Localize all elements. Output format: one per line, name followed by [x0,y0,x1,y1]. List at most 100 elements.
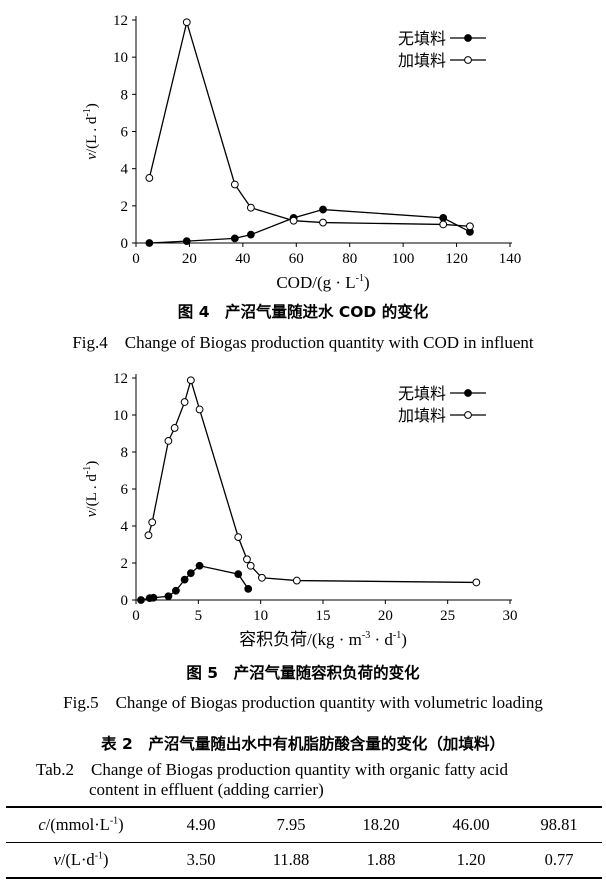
x-tick-label: 140 [499,251,522,267]
table-cell: 1.20 [426,842,516,879]
x-tick-label: 40 [235,251,250,267]
table-cell: 3.50 [156,842,246,879]
data-point [195,405,204,414]
row-header: c/(mmol·L-1) [6,806,156,843]
x-axis-label: 容积负荷/(kg · m-3 · d-1) [239,630,407,649]
row-header: v/(L·d-1) [6,842,156,879]
y-tick-label: 4 [121,519,129,535]
data-point [180,575,189,584]
data-point [289,216,298,225]
y-tick-label: 6 [121,125,129,141]
data-point [319,218,327,227]
legend-marker [464,56,472,64]
data-point [149,593,158,602]
series-line-no-carrier [140,565,249,601]
data-point [246,230,255,239]
data-table: c/(mmol·L-1) 4.90 7.95 18.20 46.00 98.81… [6,806,602,879]
data-point [182,18,191,27]
x-tick-label: 30 [503,608,518,624]
x-tick-label: 20 [182,251,197,267]
x-axis-label: COD/(g · L-1) [276,273,369,292]
data-point [230,234,239,243]
data-point [195,561,204,570]
data-point [472,578,481,587]
table-row: v/(L·d-1) 3.50 11.88 1.88 1.20 0.77 [6,842,602,879]
data-point [230,180,239,189]
y-tick-label: 2 [121,199,129,215]
data-point [234,570,243,579]
y-tick-label: 6 [121,482,129,498]
legend-marker [464,411,472,419]
data-point [144,531,153,540]
data-point [180,398,189,406]
y-tick-label: 0 [121,593,129,609]
data-point [439,214,448,222]
y-tick-label: 4 [121,162,129,178]
table-cell: 4.90 [156,806,246,843]
data-point [246,203,255,212]
data-point [439,220,448,229]
data-point [186,569,195,578]
series-line-no-carrier [149,208,471,244]
data-point [171,586,180,595]
fig5-caption-en: Fig.5 Change of Biogas production quanti… [63,693,543,712]
legend-label: 加填料 [398,51,446,70]
data-point [466,222,474,231]
y-tick-label: 0 [121,236,129,252]
x-tick-label: 0 [132,608,140,624]
data-point [186,376,195,385]
table-title-en-line1: Tab.2 Change of Biogas production quanti… [36,760,509,779]
data-point [148,518,157,527]
y-tick-label: 2 [121,556,129,572]
x-tick-label: 120 [445,251,468,267]
x-tick-label: 20 [378,608,393,624]
x-tick-label: 80 [342,251,357,267]
data-point [319,205,327,214]
table-title-en-line2: content in effluent (adding carrier) [89,780,324,799]
fig4-caption-en: Fig.4 Change of Biogas production quanti… [72,333,534,352]
fig4-caption-cn: 图 4 产沼气量随进水 COD 的变化 [177,303,429,321]
data-point [170,424,179,432]
data-point [145,239,154,247]
x-tick-label: 5 [195,608,203,624]
x-tick-label: 60 [289,251,304,267]
table-cell: 11.88 [246,842,336,879]
table-cell: 1.88 [336,842,426,879]
legend-marker [464,389,472,397]
data-point [246,561,255,570]
y-axis-label: v/(L . d-1) [82,103,100,160]
x-tick-label: 0 [132,251,140,267]
data-point [244,585,253,593]
y-axis-label: v/(L . d-1) [82,461,100,518]
table-title-en: Tab.2 Change of Biogas production quanti… [36,760,596,800]
data-point [164,437,173,445]
data-point [137,596,145,604]
data-point [164,592,173,601]
fig5-caption-cn: 图 5 产沼气量随容积负荷的变化 [186,664,420,682]
table-cell: 7.95 [246,806,336,843]
x-tick-label: 10 [253,608,268,624]
data-point [243,555,251,564]
fig5-chart: 0 2 4 6 8 10 12 0 5 10 15 20 25 30 v/(L . d-1) 容积负荷/(kg… [82,371,518,649]
x-tick-label: 100 [392,251,415,267]
y-tick-label: 12 [113,371,128,387]
legend-label: 无填料 [398,384,446,403]
data-point [145,174,154,182]
table-title-cn: 表 2 产沼气量随出水中有机脂肪酸含量的变化（加填料） [101,735,505,753]
table-cell: 0.77 [516,842,602,879]
data-point [234,533,243,542]
legend-marker [464,34,472,42]
table-row: c/(mmol·L-1) 4.90 7.95 18.20 46.00 98.81 [6,806,602,843]
legend-label: 无填料 [398,29,446,48]
y-tick-label: 12 [113,13,128,29]
series-line-carrier [148,19,470,227]
table-cell: 18.20 [336,806,426,843]
x-tick-label: 25 [440,608,455,624]
table-cell: 46.00 [426,806,516,843]
legend-label: 加填料 [398,406,446,425]
table-cell: 98.81 [516,806,602,843]
data-point [182,237,191,246]
y-tick-label: 10 [113,50,128,66]
y-tick-label: 10 [113,408,128,424]
